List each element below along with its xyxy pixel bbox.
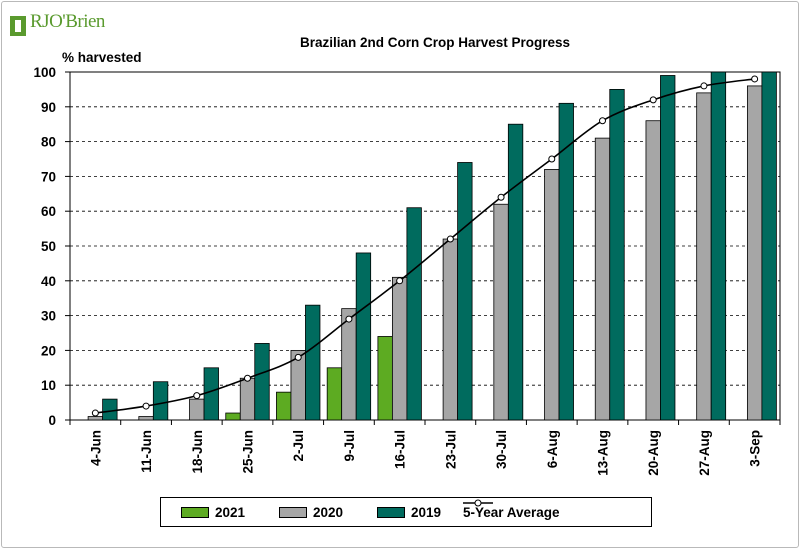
legend-label-5yr-avg: 5-Year Average: [463, 504, 560, 520]
bar-2020: [239, 377, 256, 421]
bar-2019: [660, 75, 676, 421]
x-tick-label: 6-Aug: [545, 430, 560, 468]
y-tick-label: 70: [41, 169, 56, 184]
point-5-year-average: [700, 82, 708, 90]
x-tick-label: 20-Aug: [646, 430, 661, 476]
point-5-year-average: [497, 193, 505, 201]
point-5-year-average: [142, 402, 150, 410]
point-5-year-average: [91, 409, 99, 417]
bar-2020: [544, 169, 560, 421]
point-5-year-average: [294, 353, 302, 361]
bar-2021: [225, 412, 241, 421]
bar-2020: [746, 85, 763, 421]
x-tick-label: 11-Jun: [139, 430, 154, 473]
legend-label-2019: 2019: [411, 504, 442, 520]
legend-label-2021: 2021: [215, 504, 246, 520]
bar-2020: [442, 238, 459, 421]
bar-2020: [87, 416, 104, 421]
y-tick-label: 80: [41, 135, 56, 150]
x-tick-label: 9-Jul: [342, 430, 357, 462]
y-tick-label: 30: [41, 309, 56, 324]
y-tick-label: 60: [41, 204, 56, 219]
legend-item-2019: 2019: [377, 498, 441, 526]
legend-label-2020: 2020: [313, 504, 344, 520]
bar-2019: [558, 102, 574, 421]
y-tick-label: 20: [41, 343, 56, 358]
bar-2020: [493, 203, 509, 421]
bar-2020: [189, 398, 205, 421]
x-tick-label: 16-Jul: [393, 430, 408, 469]
y-tick-label: 10: [41, 378, 56, 393]
bar-2019: [152, 381, 169, 421]
bar-2019: [609, 89, 625, 421]
x-tick-label: 18-Jun: [190, 430, 205, 474]
x-tick-label: 4-Jun: [88, 430, 103, 466]
legend-item-5yr-avg: 5-Year Average: [463, 498, 560, 526]
point-5-year-average: [345, 315, 353, 323]
bar-2020: [696, 92, 712, 421]
point-5-year-average: [193, 392, 201, 400]
point-5-year-average: [649, 96, 657, 104]
bar-2020: [645, 120, 661, 421]
legend-item-2021: 2021: [181, 498, 245, 526]
x-tick-label: 2-Jul: [291, 430, 306, 462]
y-tick-label: 50: [41, 239, 56, 254]
chart-title: Brazilian 2nd Corn Crop Harvest Progress: [299, 35, 571, 50]
bar-2020: [594, 137, 611, 421]
x-tick-label: 27-Aug: [697, 430, 712, 476]
bar-2019: [507, 123, 524, 421]
legend-item-2020: 2020: [279, 498, 343, 526]
point-5-year-average: [396, 277, 404, 285]
y-axis-label: % harvested: [62, 50, 142, 65]
y-tick-label: 0: [48, 413, 56, 428]
x-tick-label: 3-Sep: [748, 430, 763, 467]
legend-swatch-2021: [181, 506, 209, 518]
bar-2020: [138, 416, 154, 421]
bar-2020: [391, 276, 408, 421]
bar-2019: [761, 71, 777, 421]
bar-2021: [276, 391, 292, 421]
bar-2019: [203, 367, 219, 421]
legend-swatch-2020: [279, 506, 307, 518]
bar-2019: [305, 304, 321, 421]
bar-2021: [377, 336, 393, 421]
point-5-year-average: [446, 235, 454, 243]
line-5-year-average: [95, 78, 755, 414]
x-tick-label: 30-Jul: [494, 430, 509, 469]
x-tick-label: 23-Jul: [443, 430, 458, 469]
x-tick-label: 13-Aug: [596, 430, 611, 476]
bar-2021: [326, 367, 343, 421]
bar-2019: [355, 252, 372, 421]
point-5-year-average: [599, 117, 606, 125]
bar-2019: [457, 162, 473, 421]
y-tick-label: 100: [33, 65, 56, 80]
y-tick-label: 90: [41, 100, 56, 115]
bar-2019: [254, 343, 270, 421]
point-5-year-average: [548, 155, 556, 163]
legend-swatch-2019: [377, 506, 405, 518]
bar-2019: [406, 207, 422, 421]
bar-2020: [341, 308, 357, 421]
point-5-year-average: [244, 374, 251, 382]
bar-2019: [102, 398, 118, 421]
bar-2019: [710, 71, 727, 421]
logo-text: RJO'Brien: [30, 11, 105, 32]
x-tick-label: 25-Jun: [241, 430, 256, 474]
legend: 2021 2020 2019 5-Year Average: [160, 497, 652, 527]
rjo-logo-icon: [10, 16, 26, 36]
legend-line-icon: [463, 499, 493, 507]
point-5-year-average: [751, 75, 759, 83]
y-tick-label: 40: [41, 274, 56, 289]
